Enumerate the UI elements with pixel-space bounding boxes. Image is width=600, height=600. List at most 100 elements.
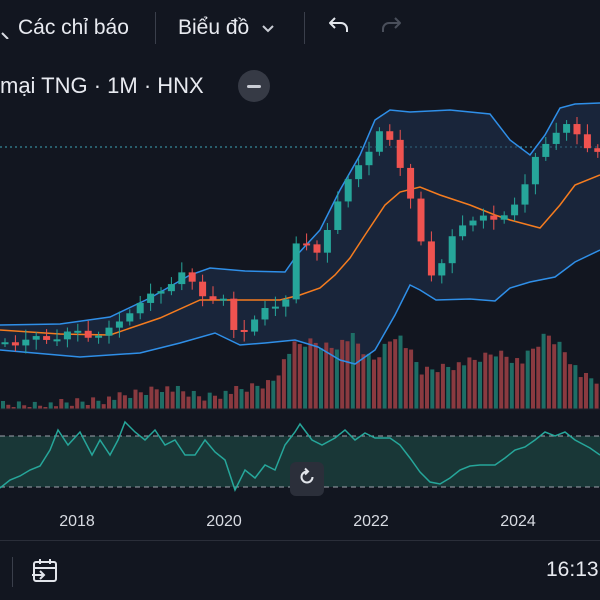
bottom-bar	[0, 540, 600, 600]
candle-body	[469, 220, 477, 226]
candle-body	[438, 263, 446, 276]
volume-bar	[403, 348, 408, 409]
candle-body	[303, 243, 311, 246]
volume-bar	[382, 343, 387, 409]
candle-body	[531, 156, 539, 185]
volume-bar	[1, 400, 5, 409]
x-axis-label: 2018	[59, 513, 95, 530]
volume-bar	[244, 391, 249, 409]
volume-bar	[223, 390, 228, 409]
bollinger-basis-line	[0, 174, 600, 336]
volume-bar	[313, 342, 318, 409]
volume-bar	[292, 341, 297, 409]
volume-bar	[175, 385, 180, 409]
redo-icon	[380, 14, 404, 42]
volume-bar	[16, 401, 21, 409]
volume-bar	[488, 354, 493, 409]
volume-bar	[69, 405, 74, 409]
volume-bar	[64, 402, 69, 409]
candle-body	[552, 132, 560, 144]
volume-bar	[303, 346, 308, 409]
bollinger-upper-line	[0, 102, 600, 326]
volume-bar	[160, 392, 164, 409]
candle-body	[459, 225, 467, 237]
volume-bar	[260, 388, 265, 409]
volume-bar	[483, 352, 488, 409]
volume-bar	[472, 359, 477, 409]
candle-body	[365, 151, 373, 166]
volume-bar	[6, 404, 11, 409]
volume-bar	[430, 369, 435, 409]
candle-body	[479, 215, 487, 221]
volume-bar	[387, 341, 392, 409]
volume-bar	[48, 402, 53, 409]
candle-body	[355, 165, 363, 180]
price-chart[interactable]	[0, 0, 600, 540]
chart-type-dropdown[interactable]: Biểu đồ	[178, 0, 275, 56]
volume-bar	[107, 396, 111, 409]
volume-bar	[122, 395, 127, 409]
volume-bar	[154, 389, 159, 409]
volume-bar	[207, 392, 212, 409]
volume-bar	[504, 356, 509, 409]
volume-bar	[361, 354, 366, 409]
candle-body	[375, 131, 383, 152]
calendar-goto-icon[interactable]	[31, 557, 59, 590]
candle-body	[563, 124, 571, 133]
candle-body	[500, 215, 508, 220]
candles	[1, 117, 600, 354]
candle-body	[53, 339, 61, 342]
volume-bar	[531, 348, 535, 409]
candle-body	[282, 299, 290, 307]
volume-bar	[509, 362, 514, 409]
volume-bar	[541, 333, 546, 409]
volume-bar	[536, 346, 541, 409]
candle-body	[43, 336, 51, 340]
volume-bar	[467, 357, 472, 409]
volume-bar	[419, 374, 424, 409]
symbol-legend[interactable]: mại TNG · 1M · HNX	[0, 66, 204, 106]
volume-bar	[191, 390, 196, 409]
candle-body	[11, 342, 19, 346]
volume-bar	[546, 335, 551, 409]
reset-chart-button[interactable]	[290, 462, 324, 496]
candle-body	[334, 201, 342, 230]
volume-bar	[250, 383, 255, 409]
redo-button[interactable]	[380, 0, 404, 56]
volume-bar	[91, 397, 96, 409]
candle-body	[219, 298, 227, 301]
candle-body	[448, 236, 456, 264]
volume-bar	[276, 375, 281, 409]
candle-body	[188, 272, 196, 282]
volume-bar	[128, 397, 133, 409]
volume-bar	[350, 333, 355, 409]
volume-bar	[96, 400, 101, 409]
volume-bar	[234, 386, 239, 409]
volume-bar	[334, 349, 339, 409]
candle-body	[136, 302, 144, 314]
volume-bar	[584, 373, 588, 409]
candle-body	[344, 179, 352, 202]
candle-body	[63, 331, 71, 340]
candle-body	[573, 124, 581, 135]
candle-body	[209, 296, 217, 300]
volume-bar	[101, 404, 106, 409]
volume-bar	[499, 350, 504, 409]
candle-body	[74, 330, 82, 333]
volume-bar	[562, 352, 567, 409]
candle-body	[115, 321, 123, 328]
candle-body	[292, 243, 300, 300]
volume-bar	[393, 339, 398, 409]
toolbar-divider	[304, 12, 305, 44]
indicators-menu[interactable]: Các chỉ báo	[0, 0, 129, 56]
volume-bar	[32, 401, 37, 409]
volume-bar	[281, 359, 286, 409]
candle-body	[126, 313, 134, 322]
collapse-legend-button[interactable]	[238, 70, 270, 102]
volume-bar	[239, 389, 244, 409]
undo-button[interactable]	[326, 0, 350, 56]
volume-bar	[133, 389, 138, 409]
reset-icon	[297, 467, 317, 492]
x-axis-label: 2022	[353, 513, 389, 530]
volume-bar	[520, 363, 525, 409]
